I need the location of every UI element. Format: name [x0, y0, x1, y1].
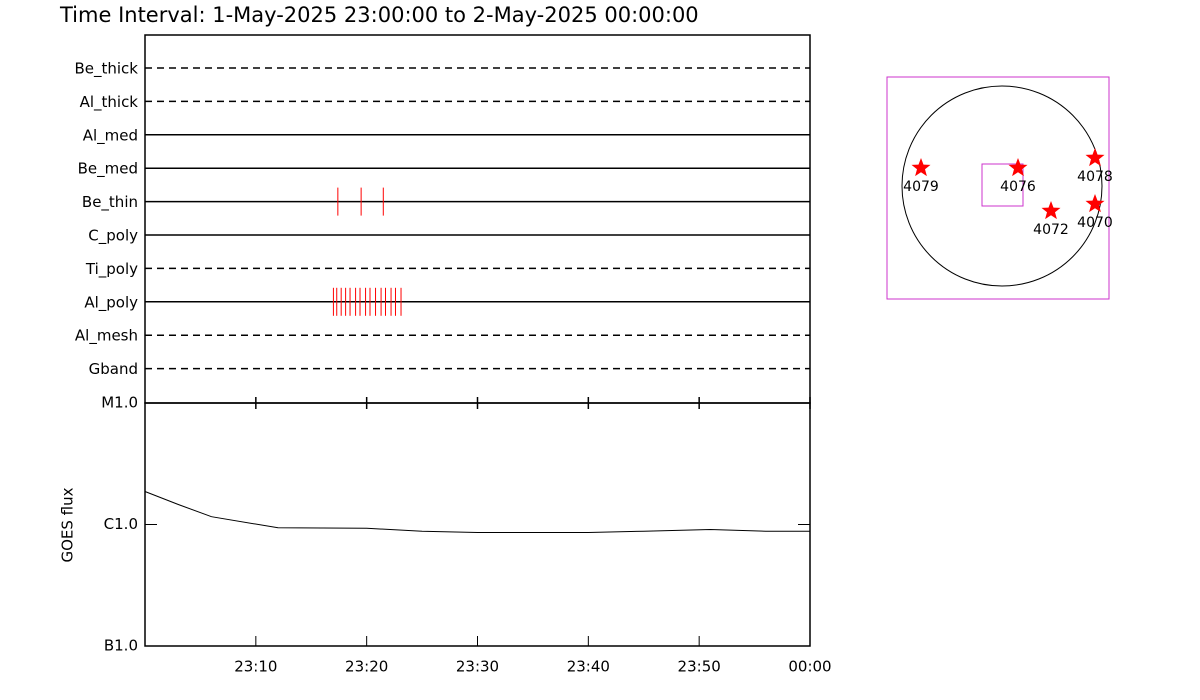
- filter-label: Al_med: [83, 126, 138, 145]
- region-star: [911, 158, 931, 177]
- title: Time Interval: 1-May-2025 23:00:00 to 2-…: [59, 3, 699, 27]
- filter-label: Be_med: [78, 160, 138, 179]
- x-tick-label: 23:10: [234, 658, 277, 676]
- filter-label: C_poly: [88, 227, 138, 246]
- filter-label: Al_poly: [84, 293, 138, 312]
- map-frame: [886, 76, 1110, 300]
- region-star: [1085, 148, 1105, 167]
- y-tick-label: M1.0: [101, 394, 138, 412]
- region-star: [1008, 158, 1028, 177]
- filter-label: Al_thick: [80, 93, 139, 112]
- region-label: 4070: [1077, 215, 1113, 231]
- y-tick-label: C1.0: [104, 515, 138, 533]
- y-tick-label: B1.0: [104, 637, 138, 655]
- region-label: 4072: [1033, 222, 1069, 238]
- filter-label: Al_mesh: [75, 327, 138, 346]
- x-tick-label: 00:00: [788, 658, 831, 676]
- field-of-view: [981, 163, 1024, 207]
- region-label: 4076: [1000, 179, 1036, 195]
- filter-label: Gband: [89, 360, 138, 378]
- region-label: 4079: [903, 179, 939, 195]
- x-tick-label: 23:20: [345, 658, 388, 676]
- x-tick-label: 23:40: [567, 658, 610, 676]
- y-axis-label: GOES flux: [59, 487, 77, 562]
- goes-curve: [144, 491, 810, 533]
- filter-label: Ti_poly: [85, 260, 138, 279]
- x-tick-label: 23:50: [678, 658, 721, 676]
- region-star: [1085, 194, 1105, 213]
- region-label: 4078: [1077, 169, 1113, 185]
- filter-label: Be_thin: [82, 193, 138, 212]
- x-tick-label: 23:30: [456, 658, 499, 676]
- region-star: [1041, 201, 1061, 220]
- filter-label: Be_thick: [74, 60, 138, 79]
- solar-disk: [901, 85, 1103, 287]
